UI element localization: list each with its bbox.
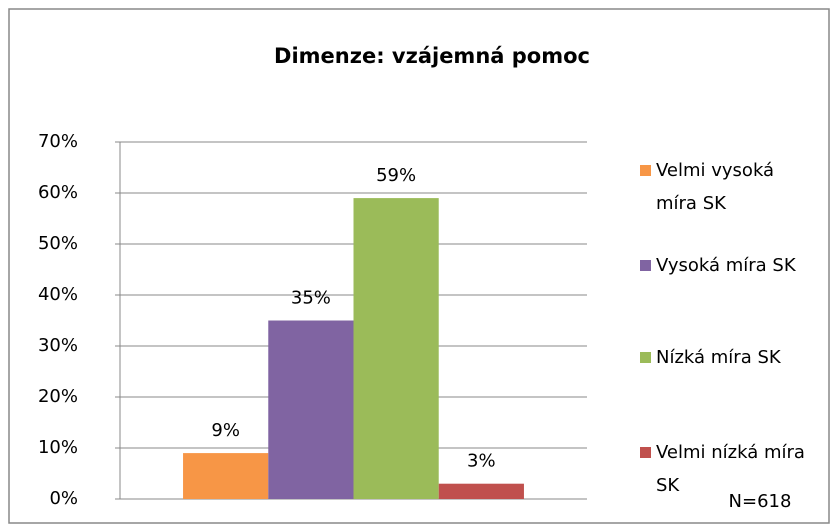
bar	[353, 198, 439, 499]
y-tick-label: 10%	[38, 437, 78, 458]
legend-swatch	[640, 260, 651, 271]
y-tick-label: 20%	[38, 386, 78, 407]
data-label: 35%	[291, 288, 331, 309]
legend-swatch	[640, 165, 651, 176]
legend-item: Nízká míra SK	[640, 341, 815, 374]
legend-label: Nízká míra SK	[656, 347, 781, 368]
y-tick-label: 60%	[38, 182, 78, 203]
bar	[183, 453, 269, 499]
data-label: 3%	[467, 451, 496, 472]
bar	[438, 483, 524, 499]
legend-swatch	[640, 352, 651, 363]
legend-item: Vysoká míra SK	[640, 249, 815, 282]
chart-title: Dimenze: vzájemná pomoc	[274, 44, 590, 68]
y-tick-label: 30%	[38, 335, 78, 356]
y-tick-label: 70%	[38, 131, 78, 152]
y-tick-label: 50%	[38, 233, 78, 254]
legend-label: Vysoká míra SK	[656, 255, 796, 276]
annotation: N=618	[729, 491, 792, 512]
legend-label: Velmi vysoká míra SK	[656, 160, 775, 214]
legend-item: Velmi nízká míra SK	[640, 436, 815, 502]
data-label: 9%	[211, 420, 240, 441]
y-tick-label: 0%	[49, 488, 78, 509]
data-label: 59%	[376, 165, 416, 186]
legend-swatch	[640, 447, 651, 458]
y-tick-label: 40%	[38, 284, 78, 305]
legend-item: Velmi vysoká míra SK	[640, 154, 815, 220]
legend-label: Velmi nízká míra SK	[656, 442, 805, 496]
bar	[268, 320, 354, 499]
